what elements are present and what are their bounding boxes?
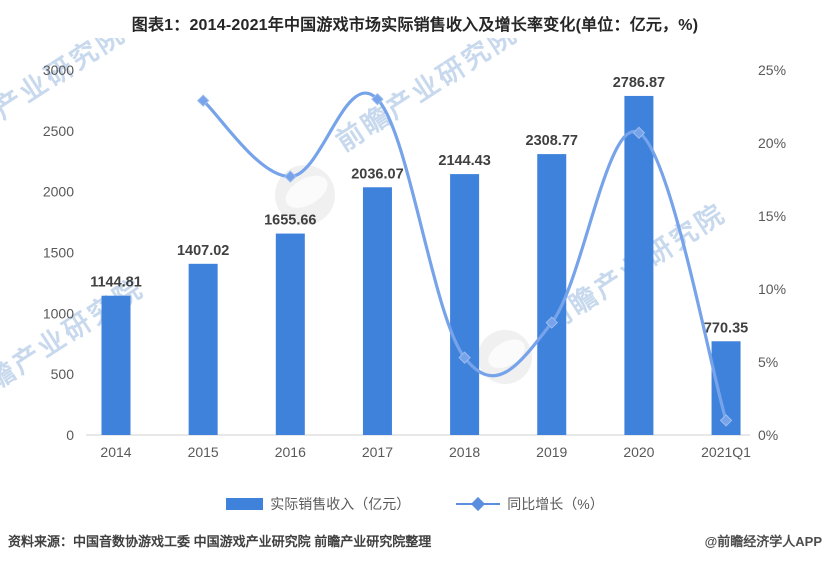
revenue-bar xyxy=(537,154,567,435)
legend-revenue-label: 实际销售收入（亿元） xyxy=(270,496,411,512)
left-axis-tick-label: 500 xyxy=(51,366,75,382)
legend-line-marker-icon xyxy=(456,496,501,512)
bar-value-label: 2786.87 xyxy=(613,75,665,91)
right-axis-tick-label: 15% xyxy=(758,208,786,224)
x-axis-category-label: 2017 xyxy=(362,444,393,460)
x-axis-category-label: 2018 xyxy=(449,444,480,460)
revenue-bar xyxy=(362,187,392,435)
bar-value-label: 1655.66 xyxy=(264,213,316,229)
right-axis-tick-label: 10% xyxy=(758,281,786,297)
watermark-text: 前瞻产业研究院 xyxy=(0,38,131,157)
left-axis-tick-label: 2000 xyxy=(43,184,74,200)
legend-item-revenue: 实际销售收入（亿元） xyxy=(226,494,410,514)
revenue-bar xyxy=(188,263,218,435)
right-axis-tick-label: 20% xyxy=(758,135,786,151)
growth-marker-diamond-icon xyxy=(196,94,210,107)
bar-value-label: 1407.02 xyxy=(177,243,229,259)
left-axis-tick-label: 2500 xyxy=(43,123,74,139)
right-axis-tick-label: 25% xyxy=(758,62,786,78)
growth-line xyxy=(201,91,728,422)
legend-bar-swatch xyxy=(226,498,264,510)
revenue-bar xyxy=(275,233,305,435)
x-axis-category-label: 2016 xyxy=(275,444,306,460)
x-axis-category-label: 2021Q1 xyxy=(701,444,751,460)
x-axis-category-label: 2020 xyxy=(623,444,654,460)
bar-value-label: 2308.77 xyxy=(526,133,578,149)
revenue-bar xyxy=(624,95,654,435)
watermark-text: 前瞻产业研究院 xyxy=(330,38,523,157)
chart-footer: 资料来源：中国音数协游戏工委 中国游戏产业研究院 前瞻产业研究院整理 @前瞻经济… xyxy=(0,528,830,552)
left-axis-tick-label: 1000 xyxy=(43,305,74,321)
watermark-globe-swirl xyxy=(488,339,525,369)
left-axis-tick-label: 0 xyxy=(66,427,74,443)
x-axis-category-label: 2015 xyxy=(188,444,219,460)
growth-marker-diamond-icon xyxy=(458,351,471,364)
chart-plot-area: 前瞻产业研究院前瞻产业研究院前瞻产业研究院前瞻产业研究院050010001500… xyxy=(0,38,786,460)
growth-marker-diamond-icon xyxy=(545,316,558,329)
growth-marker-diamond-icon xyxy=(371,92,384,106)
x-axis-category-label: 2019 xyxy=(536,444,567,460)
right-axis-tick-label: 5% xyxy=(758,354,778,370)
left-axis-tick-label: 3000 xyxy=(43,62,74,78)
right-axis-tick-label: 0% xyxy=(758,427,778,443)
legend-item-growth: 同比增长（%） xyxy=(456,494,604,514)
legend-growth-label: 同比增长（%） xyxy=(507,496,604,512)
revenue-bar xyxy=(101,295,131,435)
chart-title: 图表1：2014-2021年中国游戏市场实际销售收入及增长率变化(单位：亿元，%… xyxy=(131,17,699,34)
bar-value-label: 770.35 xyxy=(704,320,748,336)
growth-marker-diamond-icon xyxy=(719,414,733,427)
growth-marker-diamond-icon xyxy=(284,170,297,183)
source-note: 资料来源：中国音数协游戏工委 中国游戏产业研究院 前瞻产业研究院整理 xyxy=(8,534,432,549)
growth-marker-diamond-icon xyxy=(632,126,646,139)
bar-value-label: 2144.43 xyxy=(438,153,490,169)
credit-note: @前瞻经济学人APP xyxy=(704,534,822,549)
bar-value-label: 2036.07 xyxy=(351,166,403,182)
revenue-bar xyxy=(450,174,480,435)
watermark-globe-swirl xyxy=(285,175,328,208)
x-axis-category-label: 2014 xyxy=(100,444,131,460)
left-axis-tick-label: 1500 xyxy=(43,245,74,261)
chart-legend: 实际销售收入（亿元） 同比增长（%） xyxy=(0,491,830,517)
bar-value-label: 1144.81 xyxy=(90,275,142,291)
